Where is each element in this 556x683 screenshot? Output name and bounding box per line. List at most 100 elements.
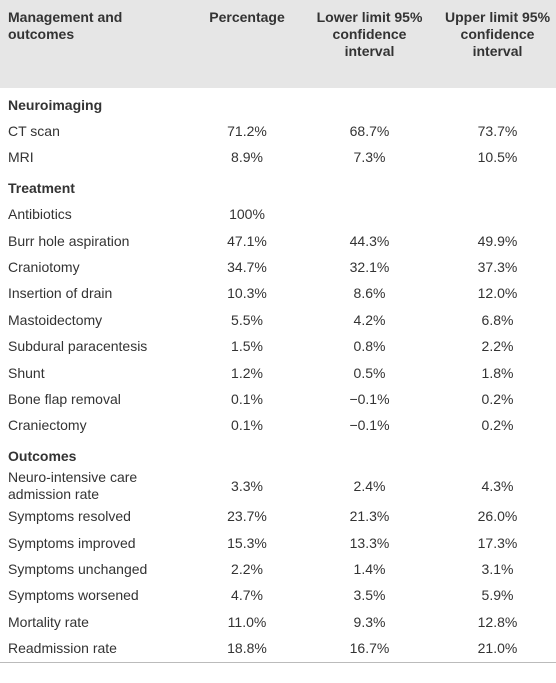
row-label: Symptoms improved — [8, 534, 136, 551]
value-cell: 15.3% — [227, 534, 267, 551]
value-cell: 12.8% — [477, 613, 518, 630]
value-cell: −0.1% — [349, 417, 390, 434]
data-row: Neuro-intensive care admission rate 3.3% 2… — [0, 469, 556, 503]
value-cell: 17.3% — [477, 534, 518, 551]
value-cell: 8.6% — [353, 285, 386, 302]
row-label: Shunt — [8, 364, 45, 381]
row-label: Symptoms worsened — [8, 587, 139, 604]
value-cell: 49.9% — [477, 232, 518, 249]
value-cell: 4.3% — [481, 477, 514, 494]
value-cell: 21.3% — [349, 508, 390, 525]
empty-cell — [435, 88, 556, 118]
table-header: Management and outcomes Percentage Lower l… — [0, 0, 556, 88]
data-row: Mortality rate 11.0% 9.3% 12.8% — [0, 609, 556, 635]
data-row: Insertion of drain 10.3% 8.6% 12.0% — [0, 281, 556, 307]
empty-cell — [190, 171, 300, 201]
data-row: Craniectomy 0.1% −0.1% 0.2% — [0, 413, 556, 439]
value-cell: 1.5% — [231, 338, 263, 355]
empty-cell — [300, 439, 435, 469]
value-cell: 32.1% — [349, 259, 390, 276]
data-row: CT scan 71.2% 68.7% 73.7% — [0, 118, 556, 144]
header-cell: Lower limit 95% confidence interval — [300, 0, 435, 88]
row-label: MRI — [8, 149, 34, 166]
value-cell: 4.2% — [353, 311, 386, 328]
row-label: Readmission rate — [0, 635, 190, 663]
value-cell: 8.9% — [231, 149, 263, 166]
value-cell: 5.9% — [481, 587, 514, 604]
value-cell: 10.3% — [227, 285, 267, 302]
data-row: Mastoidectomy 5.5% 4.2% 6.8% — [0, 307, 556, 333]
row-label: CT scan — [8, 123, 60, 140]
empty-cell — [300, 88, 435, 118]
value-cell: 2.2% — [481, 338, 514, 355]
value-cell: 44.3% — [349, 232, 390, 249]
row-label: Symptoms resolved — [8, 508, 131, 525]
empty-cell — [190, 439, 300, 469]
data-row: Symptoms worsened 4.7% 3.5% 5.9% — [0, 583, 556, 609]
value-cell: 12.0% — [477, 285, 518, 302]
data-row: Shunt 1.2% 0.5% 1.8% — [0, 360, 556, 386]
value-cell: −0.1% — [349, 390, 390, 407]
value-cell: 37.3% — [477, 259, 518, 276]
value-cell: 7.3% — [353, 149, 386, 166]
value-cell: 0.8% — [353, 338, 386, 355]
row-label: Neuro-intensive care admission rate — [8, 469, 138, 503]
value-cell: 0.1% — [231, 417, 263, 434]
section-row: Neuroimaging — [0, 88, 556, 118]
data-row: Readmission rate 18.8% 16.7% 21.0% — [0, 635, 556, 663]
section-row: Treatment — [0, 171, 556, 201]
value-cell: 5.5% — [231, 311, 263, 328]
header-cell: Management and outcomes — [0, 0, 190, 88]
row-label: Insertion of drain — [8, 285, 113, 302]
value-cell: 13.3% — [349, 534, 390, 551]
value-cell: 47.1% — [227, 232, 267, 249]
value-cell: 4.7% — [231, 587, 263, 604]
data-row: Symptoms improved 15.3% 13.3% 17.3% — [0, 530, 556, 556]
value-cell: 1.8% — [481, 364, 514, 381]
section-title: Treatment — [8, 179, 75, 196]
value-cell: 0.2% — [481, 390, 514, 407]
value-cell: 1.4% — [353, 560, 386, 577]
value-cell: 11.0% — [227, 613, 267, 630]
header-cell: Percentage — [190, 0, 300, 88]
value-cell: 3.1% — [481, 560, 514, 577]
data-row: Burr hole aspiration 47.1% 44.3% 49.9% — [0, 228, 556, 254]
row-label: Bone flap removal — [8, 390, 121, 407]
data-row: Bone flap removal 0.1% −0.1% 0.2% — [0, 386, 556, 412]
value-cell: 26.0% — [477, 508, 518, 525]
value-cell: 71.2% — [227, 123, 267, 140]
header-row: Management and outcomes Percentage Lower l… — [0, 0, 556, 88]
value-cell: 0.2% — [481, 417, 514, 434]
data-row: MRI 8.9% 7.3% 10.5% — [0, 145, 556, 171]
row-label: Craniotomy — [8, 259, 80, 276]
data-row: Antibiotics 100% — [0, 202, 556, 228]
value-cell: 1.2% — [231, 364, 263, 381]
data-row: Symptoms unchanged 2.2% 1.4% 3.1% — [0, 556, 556, 582]
empty-cell — [435, 439, 556, 469]
value-cell: 6.8% — [481, 311, 514, 328]
row-label: Mastoidectomy — [8, 311, 103, 328]
row-label: Mortality rate — [8, 613, 89, 630]
value-cell: 21.0% — [435, 635, 556, 663]
value-cell: 16.7% — [300, 635, 435, 663]
value-cell: 100% — [229, 206, 265, 223]
row-label: Symptoms unchanged — [8, 560, 148, 577]
value-cell: 0.1% — [231, 390, 263, 407]
data-row: Symptoms resolved 23.7% 21.3% 26.0% — [0, 503, 556, 529]
row-label: Burr hole aspiration — [8, 232, 130, 249]
section-row: Outcomes — [0, 439, 556, 469]
data-row: Craniotomy 34.7% 32.1% 37.3% — [0, 254, 556, 280]
empty-cell — [300, 202, 435, 228]
table-body: Neuroimaging CT scan 71.2% 68.7% 73.7% MRI 8.9… — [0, 88, 556, 663]
value-cell: 2.2% — [231, 560, 263, 577]
empty-cell — [190, 88, 300, 118]
row-label: Craniectomy — [8, 417, 87, 434]
value-cell: 3.5% — [353, 587, 386, 604]
value-cell: 9.3% — [353, 613, 386, 630]
data-table: Management and outcomes Percentage Lower l… — [0, 0, 556, 663]
data-row: Subdural paracentesis 1.5% 0.8% 2.2% — [0, 334, 556, 360]
value-cell: 34.7% — [227, 259, 267, 276]
empty-cell — [435, 171, 556, 201]
header-cell: Upper limit 95% confidence interval — [435, 0, 556, 88]
